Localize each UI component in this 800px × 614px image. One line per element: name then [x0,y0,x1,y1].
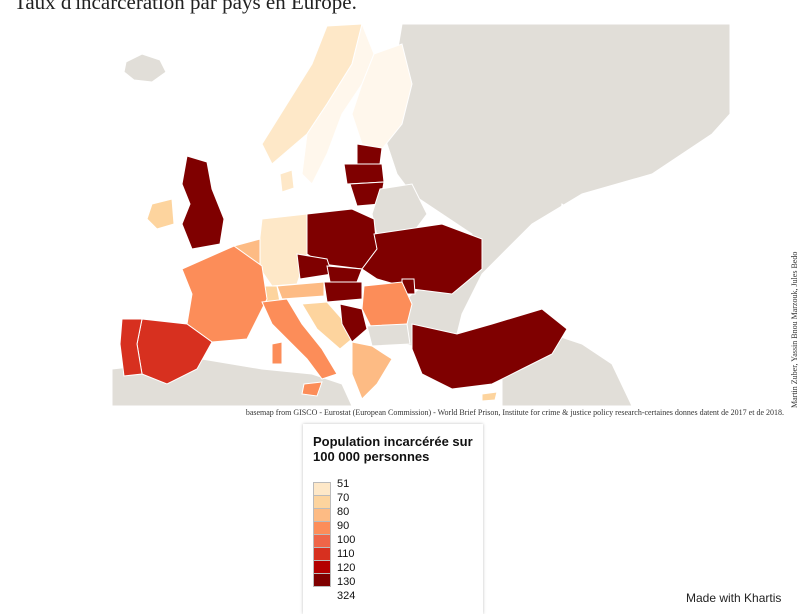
legend-swatch [313,573,331,587]
map-title: Taux d'incarcération par pays en Europe. [14,0,357,14]
legend-labels: 51 70 80 90 100 110 120 130 324 [337,477,355,603]
legend-swatch [313,495,331,509]
legend-title: Population incarcérée sur 100 000 person… [313,434,473,464]
region-cyprus [481,391,498,402]
region-serbia [339,303,368,343]
legend-break-label: 130 [337,576,356,588]
region-sardinia [271,341,283,365]
region-romania [361,281,413,330]
legend-break-label: 120 [337,562,356,574]
region-iceland [123,53,167,83]
source-note: basemap from GISCO - Eurostat (European … [245,408,784,417]
legend-swatch [313,482,331,496]
region-estonia [356,143,383,165]
legend-break-label: 90 [337,520,350,532]
region-united-kingdom [181,155,225,250]
legend-break-label: 51 [337,478,350,490]
region-slovakia [326,265,363,283]
region-denmark [279,169,295,193]
legend-swatch [313,547,331,561]
legend-break-label: 100 [337,534,356,546]
legend: Population incarcérée sur 100 000 person… [303,424,483,614]
europe-map [112,24,730,406]
region-turkey [411,308,568,390]
region-greece [351,341,393,400]
region-portugal [119,318,143,377]
region-bulgaria [366,323,411,347]
legend-break-label: 80 [337,506,350,518]
legend-break-label: 110 [337,548,355,560]
region-france [181,245,268,343]
legend-swatch [313,521,331,535]
legend-break-label: 324 [337,590,356,602]
region-ireland [146,198,175,230]
region-ukraine [361,223,483,295]
authors-credit: Martin Zuber, Yassin Bnou Marzouk, Jules… [790,251,799,408]
region-latvia [343,163,385,185]
region-hungary [323,281,363,303]
made-with-credit[interactable]: Made with Khartis [686,591,782,605]
region-italy [261,298,338,380]
legend-swatch [313,508,331,522]
region-caspian [556,203,583,285]
legend-swatch [313,534,331,548]
region-sicily [301,381,323,397]
legend-swatch [313,560,331,574]
legend-break-label: 70 [337,492,350,504]
region-austria [276,281,325,300]
legend-swatches [313,482,331,587]
